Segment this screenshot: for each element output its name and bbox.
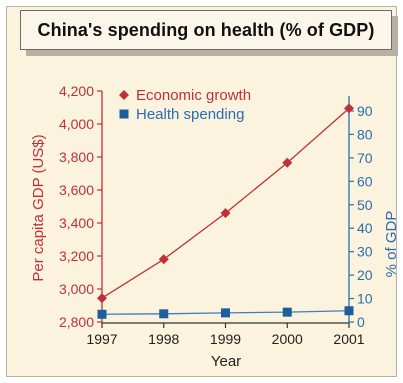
economic-growth-line <box>101 107 350 299</box>
legend-health-spending-marker <box>119 109 129 119</box>
economic-growth-point <box>344 103 354 114</box>
x-axis-tick-label: 2000 <box>272 331 303 347</box>
x-axis-tick-label: 1997 <box>86 331 117 347</box>
left-axis-tick-label: 3,400 <box>59 215 94 231</box>
economic-growth-point <box>97 293 107 304</box>
left-axis-tick-label: 3,600 <box>59 182 94 198</box>
x-axis-title: Year <box>211 353 241 370</box>
right-axis-tick-label: 90 <box>357 103 373 119</box>
legend-economic-growth-label: Economic growth <box>136 87 251 104</box>
right-axis-tick-label: 40 <box>357 220 373 236</box>
left-axis-tick-label: 2,800 <box>59 314 94 330</box>
right-axis-tick-label: 70 <box>357 150 373 166</box>
x-axis-tick-label: 1998 <box>148 331 179 347</box>
left-axis-tick-label: 3,000 <box>59 281 94 297</box>
health-spending-point <box>159 309 169 319</box>
economic-growth-point <box>282 157 293 168</box>
health-spending-point <box>97 309 107 319</box>
health-spending-point <box>344 306 354 316</box>
left-axis-title: Per capita GDP (US$) <box>30 134 47 281</box>
left-axis-tick-label: 4,200 <box>59 83 94 99</box>
right-axis-tick-label: 50 <box>357 197 373 213</box>
left-axis-tick-label: 4,000 <box>59 116 94 132</box>
legend-economic-growth-marker <box>119 90 129 100</box>
right-axis-title: % of GDP <box>383 211 400 278</box>
right-axis-tick-label: 60 <box>357 173 373 189</box>
chart-title: China's spending on health (% of GDP) <box>20 10 392 50</box>
right-axis-tick-label: 80 <box>357 126 373 142</box>
left-axis-tick-label: 3,800 <box>59 149 94 165</box>
right-axis-tick-label: 20 <box>357 267 373 283</box>
legend-health-spending-label: Health spending <box>136 106 244 123</box>
economic-growth-point <box>220 208 231 219</box>
health-spending-point <box>282 307 292 317</box>
health-spending-point <box>221 308 230 318</box>
right-axis-tick-label: 0 <box>357 314 365 330</box>
economic-growth-point <box>158 254 169 265</box>
x-axis-tick-label: 2001 <box>333 331 364 347</box>
right-axis-tick-label: 10 <box>357 291 373 307</box>
left-axis-tick-label: 3,200 <box>59 248 94 264</box>
chart-frame <box>6 6 397 377</box>
right-axis-tick-label: 30 <box>357 244 373 260</box>
x-axis-tick-label: 1999 <box>210 331 241 347</box>
